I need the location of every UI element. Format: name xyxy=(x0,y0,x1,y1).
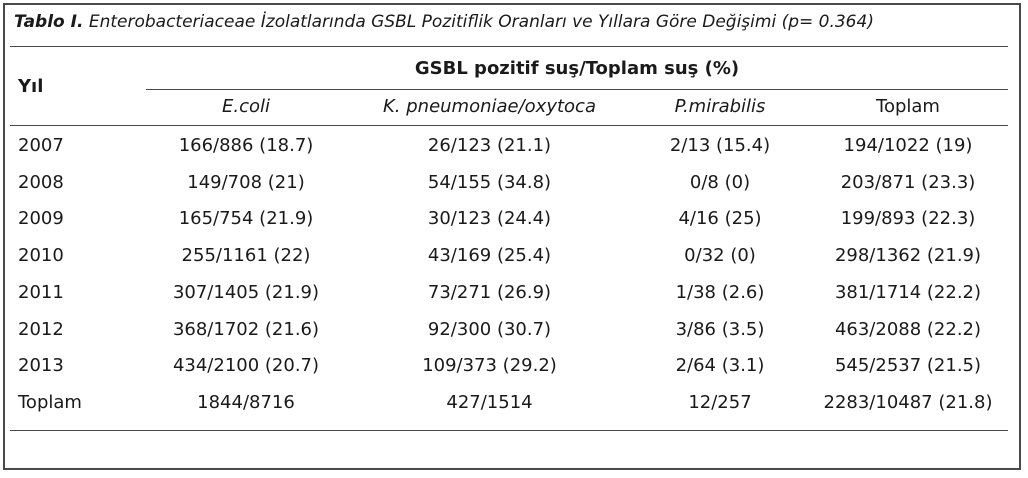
header-year: Yıl xyxy=(18,76,44,97)
table-caption: Tablo I. Enterobacteriaceae İzolatlarınd… xyxy=(14,12,874,32)
cell-kpneumoniae: 43/169 (25.4) xyxy=(427,245,552,266)
rule-subheader xyxy=(146,89,1008,90)
header-group: GSBL pozitif suş/Toplam suş (%) xyxy=(414,58,740,79)
row-year: 2013 xyxy=(18,355,64,376)
table-frame xyxy=(3,3,1021,470)
cell-kpneumoniae: 30/123 (24.4) xyxy=(427,208,552,229)
cell-kpneumoniae: 26/123 (21.1) xyxy=(427,135,552,156)
cell-total: 203/871 (23.3) xyxy=(840,172,976,193)
cell-total: 381/1714 (22.2) xyxy=(834,282,982,303)
cell-ecoli: 166/886 (18.7) xyxy=(178,135,314,156)
caption-lead: Tablo I. xyxy=(14,12,84,32)
cell-total: 545/2537 (21.5) xyxy=(834,355,982,376)
caption-text: Enterobacteriaceae İzolatlarında GSBL Po… xyxy=(83,12,874,32)
row-year: 2007 xyxy=(18,135,64,156)
rule-header xyxy=(10,125,1008,126)
cell-total: 298/1362 (21.9) xyxy=(834,245,982,266)
rule-bottom xyxy=(10,430,1008,431)
cell-kpneumoniae: 427/1514 xyxy=(446,392,533,413)
cell-kpneumoniae: 73/271 (26.9) xyxy=(427,282,552,303)
cell-pmirabilis: 2/64 (3.1) xyxy=(675,355,765,376)
row-year: 2008 xyxy=(18,172,64,193)
cell-kpneumoniae: 54/155 (34.8) xyxy=(427,172,552,193)
row-year: 2009 xyxy=(18,208,64,229)
row-year: 2010 xyxy=(18,245,64,266)
row-year: Toplam xyxy=(18,392,82,413)
cell-ecoli: 1844/8716 xyxy=(197,392,295,413)
rule-top xyxy=(10,46,1008,47)
cell-total: 199/893 (22.3) xyxy=(840,208,976,229)
cell-total: 463/2088 (22.2) xyxy=(834,319,982,340)
row-year: 2011 xyxy=(18,282,64,303)
cell-pmirabilis: 4/16 (25) xyxy=(678,208,762,229)
cell-ecoli: 255/1161 (22) xyxy=(181,245,311,266)
cell-ecoli: 149/708 (21) xyxy=(187,172,305,193)
cell-pmirabilis: 2/13 (15.4) xyxy=(669,135,771,156)
cell-kpneumoniae: 92/300 (30.7) xyxy=(427,319,552,340)
cell-ecoli: 307/1405 (21.9) xyxy=(172,282,320,303)
header-total: Toplam xyxy=(876,96,940,117)
header-kpneumoniae: K. pneumoniae/oxytoca xyxy=(382,96,596,117)
cell-total: 2283/10487 (21.8) xyxy=(823,392,993,413)
cell-pmirabilis: 12/257 xyxy=(688,392,752,413)
cell-kpneumoniae: 109/373 (29.2) xyxy=(422,355,557,376)
cell-pmirabilis: 0/8 (0) xyxy=(689,172,751,193)
row-year: 2012 xyxy=(18,319,64,340)
cell-pmirabilis: 3/86 (3.5) xyxy=(675,319,765,340)
cell-pmirabilis: 1/38 (2.6) xyxy=(675,282,765,303)
cell-pmirabilis: 0/32 (0) xyxy=(684,245,756,266)
cell-ecoli: 434/2100 (20.7) xyxy=(172,355,320,376)
cell-ecoli: 368/1702 (21.6) xyxy=(172,319,320,340)
header-ecoli: E.coli xyxy=(221,96,270,117)
cell-ecoli: 165/754 (21.9) xyxy=(178,208,314,229)
cell-total: 194/1022 (19) xyxy=(843,135,973,156)
header-pmirabilis: P.mirabilis xyxy=(674,96,766,117)
